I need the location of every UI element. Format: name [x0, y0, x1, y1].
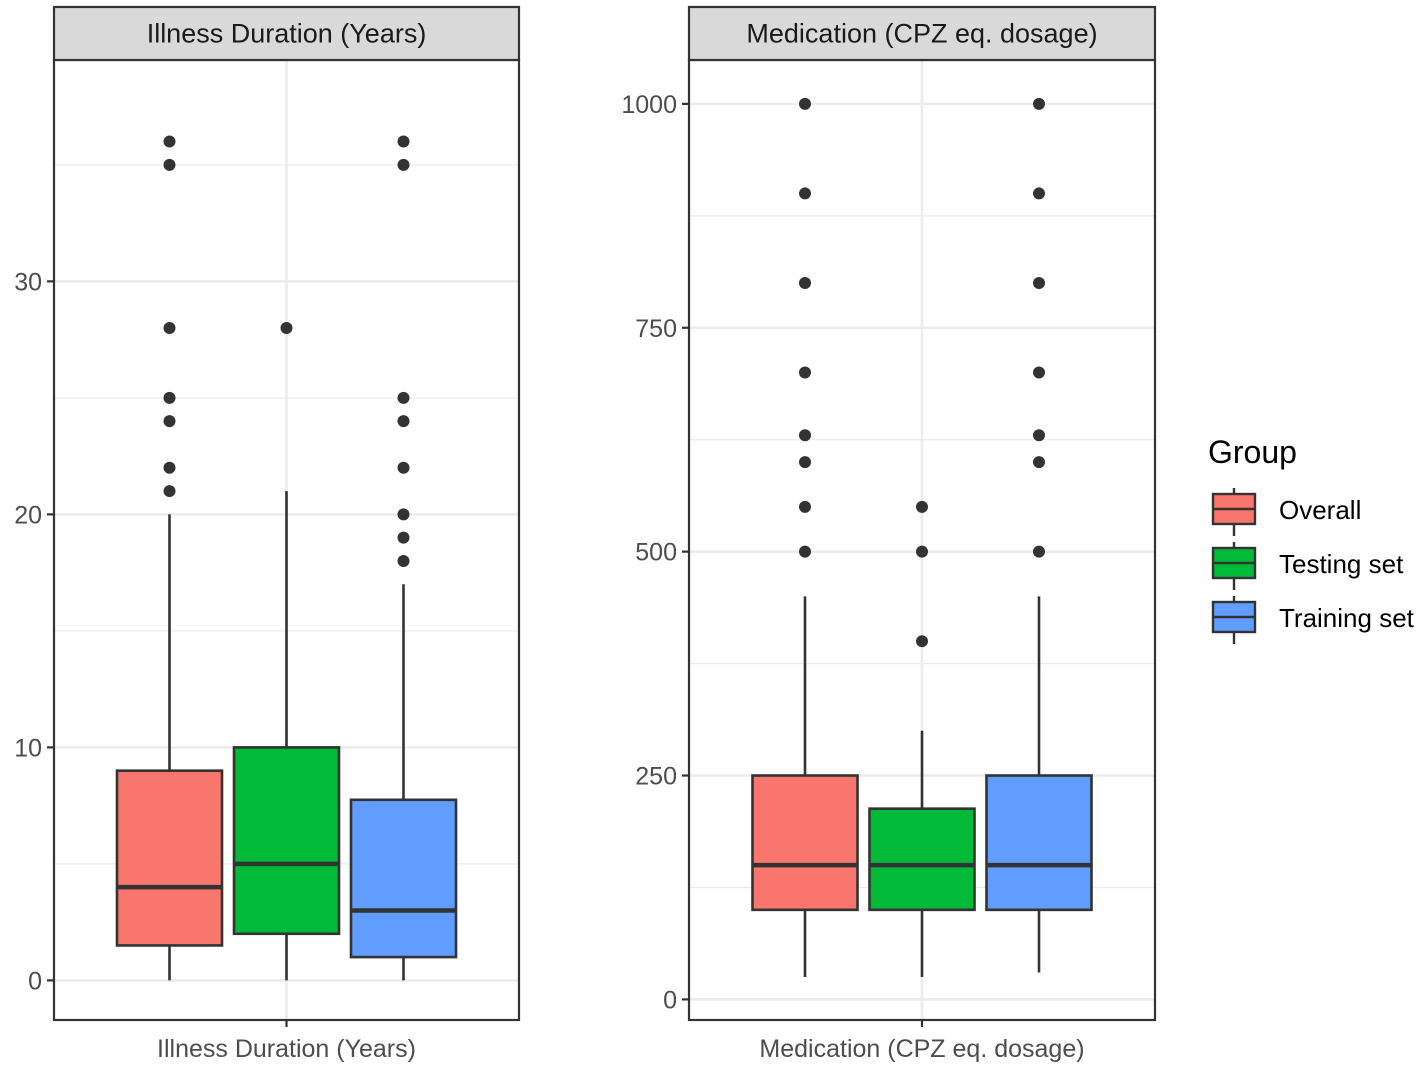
y-tick-label: 1000: [621, 91, 677, 119]
outlier-point: [1033, 276, 1045, 289]
y-tick-label: 20: [14, 501, 42, 529]
box-testing-set: [868, 500, 976, 978]
outlier-point: [397, 415, 410, 428]
outlier-point: [799, 366, 811, 379]
strip-background: [687, 5, 1157, 62]
y-tick-label: 500: [635, 539, 677, 567]
outlier-point: [1033, 97, 1045, 110]
iqr-box: [115, 769, 224, 947]
outlier-point: [799, 97, 811, 110]
legend: Group Overall Testing set Training set: [1208, 434, 1415, 644]
outlier-point: [163, 158, 176, 171]
legend-key-training-set: [1211, 596, 1257, 644]
iqr-box: [868, 807, 976, 912]
legend-key-testing-set: [1211, 542, 1257, 590]
x-tick-label: Illness Duration (Years): [157, 1035, 416, 1063]
legend-key-overall: [1211, 488, 1257, 536]
outlier-point: [1033, 429, 1045, 442]
outlier-point: [163, 321, 176, 334]
iqr-box: [232, 746, 341, 936]
y-tick-label: 30: [14, 268, 42, 296]
outlier-point: [916, 500, 928, 513]
outlier-point: [799, 187, 811, 200]
outlier-point: [397, 461, 410, 474]
outlier-point: [397, 135, 410, 148]
legend-title: Group: [1208, 434, 1297, 470]
outlier-point: [1033, 366, 1045, 379]
y-tick-label: 0: [28, 967, 42, 995]
legend-label: Training set: [1279, 603, 1415, 633]
outlier-point: [916, 635, 928, 648]
outlier-point: [397, 554, 410, 567]
iqr-box: [751, 774, 859, 912]
y-tick-label: 750: [635, 315, 677, 343]
outlier-point: [280, 321, 293, 334]
panel-1: Illness Duration (Years) 0 10 20 30 Illness D…: [14, 5, 521, 1063]
box-training-set: [985, 97, 1093, 973]
outlier-point: [397, 508, 410, 521]
y-tick-label: 250: [635, 763, 677, 791]
x-tick-label: Medication (CPZ eq. dosage): [759, 1035, 1084, 1063]
outlier-point: [163, 461, 176, 474]
outlier-point: [799, 500, 811, 513]
box-overall: [115, 135, 224, 981]
outlier-point: [163, 391, 176, 404]
outlier-point: [163, 135, 176, 148]
outlier-point: [163, 415, 176, 428]
strip-title: Illness Duration (Years): [147, 19, 427, 49]
outlier-point: [163, 485, 176, 498]
outlier-point: [916, 545, 928, 558]
box-training-set: [349, 135, 458, 981]
strip-background: [52, 5, 521, 62]
outlier-point: [799, 545, 811, 558]
outlier-point: [397, 391, 410, 404]
outlier-point: [1033, 187, 1045, 200]
legend-label: Testing set: [1279, 549, 1404, 579]
box-testing-set: [232, 321, 341, 981]
outlier-point: [1033, 456, 1045, 469]
outlier-point: [799, 456, 811, 469]
iqr-box: [985, 774, 1093, 912]
panel-2: Medication (CPZ eq. dosage) 0 250 500 750 100…: [621, 5, 1157, 1063]
outlier-point: [397, 158, 410, 171]
strip-title: Medication (CPZ eq. dosage): [746, 19, 1097, 49]
box-overall: [751, 97, 859, 978]
y-tick-label: 0: [663, 986, 677, 1014]
outlier-point: [397, 531, 410, 544]
outlier-point: [1033, 545, 1045, 558]
y-tick-label: 10: [14, 734, 42, 762]
iqr-box: [349, 798, 458, 959]
legend-label: Overall: [1279, 495, 1361, 525]
outlier-point: [799, 276, 811, 289]
outlier-point: [799, 429, 811, 442]
